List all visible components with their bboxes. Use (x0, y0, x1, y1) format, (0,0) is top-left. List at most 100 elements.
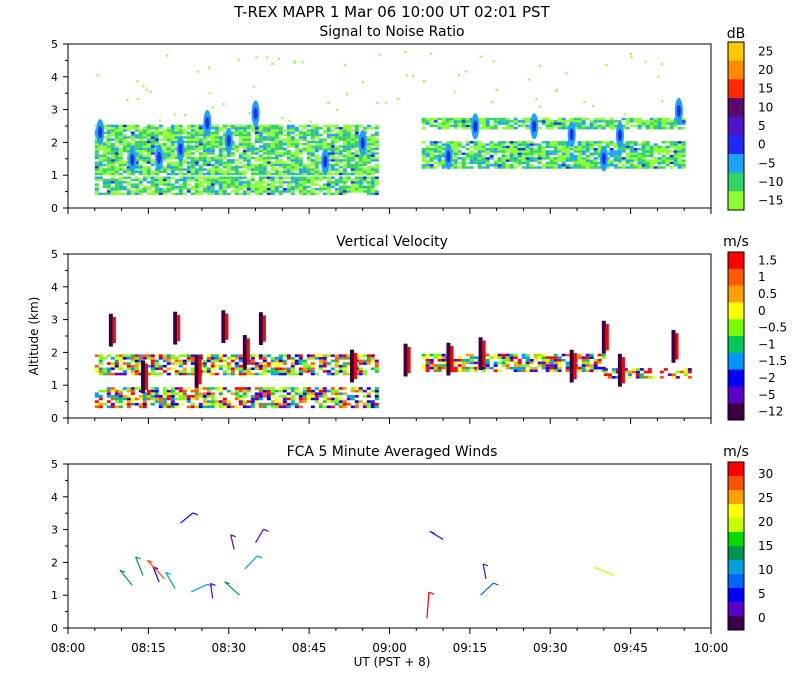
velocity-cell (138, 354, 143, 357)
snr-cell (541, 164, 546, 167)
snr-cell (354, 161, 359, 164)
velocity-cell (218, 387, 223, 390)
velocity-cell (162, 402, 167, 406)
velocity-cell (334, 359, 339, 363)
colorbar-swatch (728, 319, 744, 337)
snr-cell (238, 131, 243, 134)
snr-cell (577, 150, 582, 153)
snr-cell (593, 157, 598, 160)
snr-cell (202, 152, 207, 155)
snr-cell (170, 136, 175, 139)
snr-cell (453, 161, 458, 165)
velocity-cell (493, 353, 498, 357)
snr-cell (669, 157, 674, 160)
snr-cell (601, 141, 606, 144)
velocity-cell (158, 354, 163, 357)
snr-cell (114, 124, 119, 128)
snr-cell (298, 187, 303, 191)
snr-cell (246, 136, 251, 139)
velocity-cell (162, 405, 167, 409)
snr-cell (354, 149, 359, 153)
velocity-cell (170, 405, 175, 409)
velocity-cell (122, 354, 127, 357)
snr-cell (302, 187, 307, 191)
snr-cell (629, 150, 634, 153)
snr-cell (258, 178, 263, 182)
snr-cell (453, 126, 458, 130)
snr-cell (294, 129, 299, 132)
snr-cell (250, 126, 255, 130)
snr-cell (425, 147, 430, 151)
velocity-cell (623, 368, 628, 371)
snr-cell (118, 152, 123, 155)
snr-cell (246, 126, 251, 130)
snr-cell (242, 136, 247, 139)
snr-cell (254, 147, 259, 151)
snr-cell (138, 152, 143, 155)
velocity-cell (346, 364, 351, 368)
snr-cell (246, 138, 251, 141)
snr-cell (94, 166, 99, 169)
snr-cell (274, 147, 279, 151)
snr-cell (449, 117, 454, 121)
snr-cell (286, 159, 291, 162)
snr-cell (421, 122, 426, 125)
snr-cell (142, 129, 147, 132)
snr-cell (94, 190, 99, 193)
velocity-cell (98, 370, 103, 373)
snr-cell (250, 149, 255, 153)
snr-cell (202, 149, 207, 153)
velocity-cell (138, 405, 143, 409)
velocity-cell (246, 389, 251, 393)
velocity-cell (174, 362, 179, 365)
snr-cell (485, 126, 490, 130)
snr-cell (338, 178, 343, 182)
snr-cell (314, 145, 319, 148)
snr-cell (561, 166, 566, 169)
velocity-cell (314, 372, 319, 376)
velocity-cell (326, 389, 331, 393)
velocity-cell (254, 402, 259, 406)
snr-cell (669, 126, 674, 130)
velocity-downdraft (353, 352, 357, 380)
snr-cell (573, 122, 578, 125)
snr-cell (242, 145, 247, 148)
velocity-cell (242, 392, 247, 396)
velocity-cell (222, 400, 227, 403)
velocity-cell (631, 370, 636, 374)
velocity-cell (98, 367, 103, 371)
velocity-cell (501, 353, 506, 357)
snr-cell (497, 141, 502, 144)
velocity-cell (557, 356, 562, 359)
velocity-cell (170, 387, 175, 390)
snr-cell (354, 140, 359, 144)
snr-cell (597, 166, 602, 169)
snr-speckle (288, 119, 291, 122)
velocity-cell (114, 397, 119, 401)
velocity-cell (553, 366, 558, 370)
snr-cell (621, 145, 626, 149)
snr-cell (641, 143, 646, 146)
snr-cell (314, 156, 319, 160)
snr-cell (122, 140, 127, 144)
snr-cell (154, 178, 159, 182)
snr-cell (573, 150, 578, 153)
snr-cell (437, 145, 442, 149)
snr-cell (186, 143, 191, 146)
snr-cell (134, 168, 139, 171)
snr-cell (318, 133, 323, 137)
velocity-cell (453, 361, 458, 365)
velocity-cell (242, 367, 247, 371)
snr-cell (677, 161, 682, 165)
snr-cell (529, 145, 534, 149)
velocity-cell (533, 353, 538, 357)
snr-cell (565, 154, 570, 158)
snr-cell (637, 143, 642, 146)
colorbar-label: 15 (758, 82, 773, 96)
snr-cell (649, 147, 654, 151)
velocity-cell (589, 364, 594, 367)
velocity-cell (513, 366, 518, 370)
snr-cell (158, 168, 163, 171)
snr-cell (258, 156, 263, 160)
snr-cell (194, 185, 199, 189)
